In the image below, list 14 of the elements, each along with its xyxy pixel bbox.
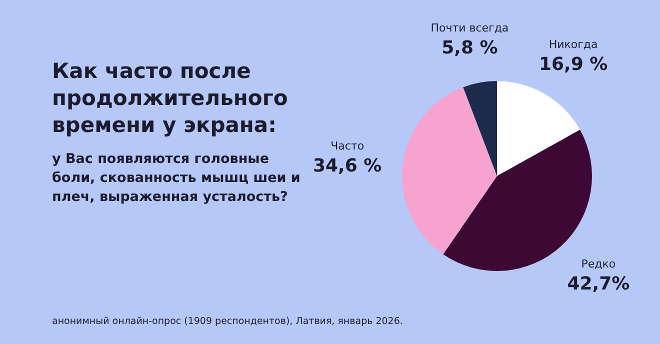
data-label: 16,9 % (538, 54, 608, 75)
slice-label: Никогда (548, 38, 598, 51)
slice-label: Почти всегда (430, 21, 509, 34)
data-label: 5,8 % (442, 37, 498, 58)
pie-slice (402, 87, 497, 254)
slice-label: Часто (330, 140, 364, 153)
text: анонимный онлайн-опрос (1909 респондентов), Латвия, январь 2026. (52, 316, 403, 327)
data-label: 42,7% (567, 273, 630, 294)
pie-slice (497, 81, 580, 176)
data-label: 34,6 % (313, 156, 382, 177)
text: у Вас появляются головные боли, скованность мышц шеи и плеч, выраженная усталость? (52, 150, 302, 207)
pie-slice (463, 81, 497, 176)
slice-label: Редко (581, 257, 616, 270)
text: Как часто после продолжительного времени у экрана: (52, 58, 289, 139)
